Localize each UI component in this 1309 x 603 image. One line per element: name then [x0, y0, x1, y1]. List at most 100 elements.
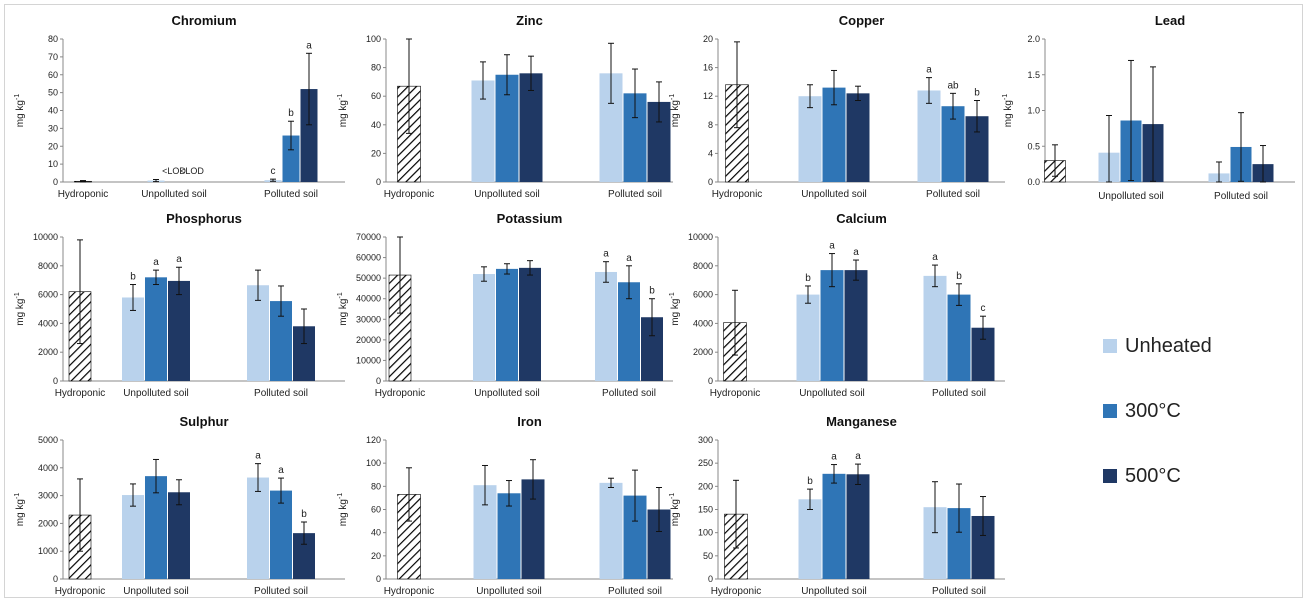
bar-300c [145, 277, 167, 381]
y-tick-label: 0 [53, 574, 58, 584]
x-group-label: Unpolluted soil [123, 586, 189, 597]
bar-unheated [595, 271, 617, 381]
y-tick-label: 20000 [356, 335, 381, 345]
x-group-label: Hydroponic [712, 189, 763, 200]
y-axis-label: mg kg-1 [669, 292, 681, 326]
x-group-label: Hydroponic [710, 388, 761, 399]
y-axis-label: mg kg-1 [669, 94, 681, 128]
chart-title: Lead [1155, 13, 1185, 28]
x-group-label: Unpolluted soil [801, 586, 867, 597]
bar-unheated [247, 285, 269, 381]
bar-unheated [473, 274, 495, 381]
bar-300c [941, 106, 965, 182]
x-group-label: Polluted soil [932, 388, 986, 399]
legend-item-300c: 300°C [1103, 396, 1303, 426]
bar-300c [822, 87, 846, 182]
x-group-label: Hydroponic [58, 189, 109, 200]
y-axis-label: mg kg-1 [14, 94, 26, 128]
significance-label: b [956, 271, 962, 282]
y-tick-label: 5000 [38, 435, 58, 445]
x-group-label: Hydroponic [55, 388, 106, 399]
significance-label: c [271, 166, 276, 177]
bar-unheated [798, 499, 822, 579]
x-group-label: Unpolluted soil [474, 189, 540, 200]
chart-panel-chromium: Chromium mg kg-1 0 10 20 30 40 50 60 70 80 Hydropon… [14, 13, 345, 200]
y-tick-label: 100 [366, 34, 381, 44]
significance-label: a [855, 451, 861, 462]
bar-unheated [796, 294, 820, 381]
significance-label: a [306, 40, 312, 51]
y-tick-label: 10000 [688, 232, 713, 242]
legend-swatch-300c [1103, 404, 1117, 418]
significance-label: ab [947, 80, 959, 91]
significance-label: b [974, 87, 980, 98]
y-tick-label: 60 [48, 70, 58, 80]
significance-label: a [603, 249, 609, 260]
x-group-label: Polluted soil [608, 189, 662, 200]
chart-title: Sulphur [179, 414, 228, 429]
y-tick-label: 30000 [356, 314, 381, 324]
y-tick-label: 120 [366, 435, 381, 445]
x-group-label: Polluted soil [254, 586, 308, 597]
y-tick-label: 8000 [38, 261, 58, 271]
y-axis-label: mg kg-1 [14, 292, 26, 326]
y-tick-label: 60 [371, 91, 381, 101]
y-tick-label: 100 [366, 458, 381, 468]
x-group-label: Hydroponic [384, 586, 435, 597]
bar-300c [270, 490, 292, 579]
significance-label: b [301, 509, 307, 520]
y-tick-label: 2.0 [1027, 34, 1040, 44]
chart-panel-copper: Copper mg kg-1 0 4 8 12 16 20 Hydroponic Unpollut… [669, 13, 1005, 200]
bar-500c [971, 327, 995, 381]
significance-label: a [255, 451, 261, 462]
bar-unheated [798, 96, 822, 182]
significance-label: <LOD [180, 166, 204, 176]
x-group-label: Polluted soil [602, 388, 656, 399]
bar-unheated [247, 477, 269, 579]
y-tick-label: 8 [708, 120, 713, 130]
y-tick-label: 0 [376, 177, 381, 187]
significance-label: b [807, 476, 813, 487]
bar-unheated [917, 90, 941, 182]
y-tick-label: 40000 [356, 294, 381, 304]
x-group-label: Hydroponic [375, 388, 426, 399]
y-tick-label: 150 [698, 505, 713, 515]
y-tick-label: 0 [53, 376, 58, 386]
bar-500c [293, 326, 315, 381]
x-group-label: Unpolluted soil [474, 388, 540, 399]
y-tick-label: 0 [708, 574, 713, 584]
y-tick-label: 10000 [33, 232, 58, 242]
y-tick-label: 80 [48, 34, 58, 44]
x-group-label: Polluted soil [932, 586, 986, 597]
significance-label: c [981, 303, 986, 314]
y-tick-label: 0 [376, 574, 381, 584]
bar-500c [519, 267, 541, 381]
x-group-label: Polluted soil [264, 189, 318, 200]
bar-500c [844, 270, 868, 381]
y-tick-label: 3000 [38, 491, 58, 501]
bar-500c [971, 515, 995, 579]
bar-300c [618, 282, 640, 381]
y-tick-label: 2000 [693, 347, 713, 357]
significance-label: b [288, 108, 294, 119]
y-tick-label: 300 [698, 435, 713, 445]
significance-label: a [153, 257, 159, 268]
y-axis-label: mg kg-1 [337, 493, 349, 527]
bar-unheated [923, 275, 947, 381]
chart-panel-iron: Iron mg kg-1 0 20 40 60 80 100 120 Hydroponic Unpo… [337, 414, 673, 597]
chart-panel-manganese: Manganese mg kg-1 0 50 100 150 200 250 300 Hydrop… [669, 414, 1005, 597]
y-tick-label: 4 [708, 148, 713, 158]
chart-title: Phosphorus [166, 211, 242, 226]
significance-label: a [926, 65, 932, 76]
x-group-label: Hydroponic [384, 189, 435, 200]
significance-label: a [626, 253, 632, 264]
y-axis-label: mg kg-1 [337, 94, 349, 128]
bar-300c [623, 93, 647, 182]
bar-500c [846, 474, 870, 579]
bar-500c [293, 533, 315, 579]
y-tick-label: 16 [703, 63, 713, 73]
y-tick-label: 30 [48, 123, 58, 133]
y-tick-label: 10 [48, 159, 58, 169]
y-tick-label: 12 [703, 91, 713, 101]
y-tick-label: 40 [371, 120, 381, 130]
